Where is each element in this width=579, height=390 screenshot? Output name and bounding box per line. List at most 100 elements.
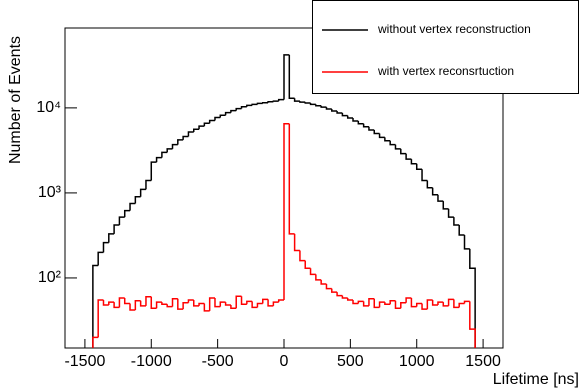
histogram-bin [203,303,210,312]
y-tick-label: 10⁴ [36,99,61,116]
histogram-bin [251,301,258,309]
histogram-bin [246,104,253,107]
histogram-bin [426,299,433,310]
x-tick-label: 500 [337,353,364,370]
histogram-bin [246,300,253,305]
histogram-bin [389,299,396,305]
histogram-bin [341,295,348,299]
histogram-bin [150,296,157,310]
histogram-bin [108,301,115,306]
histogram-bin [182,135,189,140]
histogram-bin [288,54,295,99]
histogram-bin [235,295,242,309]
histogram-bin [277,98,284,102]
histogram-bin [331,288,338,293]
histogram-bin [368,126,375,131]
histogram-bin [447,208,454,218]
histogram-bin [453,299,460,309]
histogram-bin [357,121,364,125]
histogram-bin [230,109,237,113]
histogram-bin [384,137,391,142]
histogram-bin [272,301,279,306]
histogram-bin [182,302,189,310]
histogram-bin [145,179,152,190]
histogram-bin [405,153,412,160]
histogram-bin [102,241,109,253]
histogram-bin [373,298,380,309]
histogram-bin [299,101,306,103]
histogram-bin [357,300,364,304]
histogram-bin [118,297,125,308]
histogram-bin [394,300,401,310]
histogram-bin [458,302,465,308]
histogram-bin [315,104,322,107]
histogram-bin [421,169,428,182]
histogram-bin [389,140,396,146]
x-tick-label: -1000 [131,353,172,370]
histogram-bin [304,260,311,270]
histogram-bin [368,297,375,306]
histogram-bin [118,216,125,225]
histogram-bin [187,131,194,137]
y-axis-label: Number of Events [7,36,24,164]
histogram-bin [336,292,343,297]
histogram-bin [320,105,327,108]
histogram-bin [92,264,99,348]
histogram-bin [123,298,131,305]
legend-label: with vertex reconsrtuction [377,64,514,78]
histogram-bin [437,194,444,202]
histogram-bin [272,100,279,102]
histogram-bin [315,274,322,281]
histogram-bin [256,302,263,308]
x-tick-label: 0 [280,353,289,370]
histogram-bin [352,118,359,122]
histogram-bin [171,143,178,149]
histogram-bin [262,298,269,304]
histogram-bin [113,224,120,234]
histogram-bin [309,103,316,106]
histogram-bin [198,302,205,306]
histogram-bin [309,268,316,276]
histogram-bin [352,300,359,305]
x-tick-label: -500 [202,353,234,370]
histogram-bin [139,188,146,197]
histogram-bin [283,54,290,100]
histogram-bin [325,107,332,110]
histogram-bin [187,299,194,303]
histogram-bin [410,159,417,165]
histogram-bin [108,233,115,243]
x-tick-label: 1000 [399,353,435,370]
histogram-bin [219,301,226,307]
histogram-bin [161,151,168,158]
histogram-bin [453,217,460,226]
histogram-bin [336,110,343,114]
histogram-bin [230,305,237,310]
histogram-bin [198,125,205,130]
histogram-bin [458,224,465,236]
histogram-bin [442,302,449,307]
histogram-bin [150,161,157,181]
histogram-bin [463,300,470,304]
histogram-bin [203,122,210,127]
histogram-bin [331,109,338,112]
histogram-bin [378,301,385,308]
histogram-bin [299,250,306,262]
histogram-bin [129,303,136,311]
legend-box [312,0,579,94]
histogram-bin [384,302,391,306]
x-tick-label: -1500 [64,353,105,370]
histogram-bin [166,148,173,153]
histogram-bin [134,196,141,204]
histogram-bin [415,163,423,170]
histogram-bin [346,115,354,119]
histogram-bin [256,102,263,105]
histogram-bin [134,299,141,310]
histogram-bin [283,123,290,301]
histogram-bin [304,102,311,104]
histogram-bin [177,298,184,310]
histogram-bin [171,297,178,307]
histogram-bin [177,139,184,145]
histogram-bin [288,123,295,235]
histogram-bin [320,279,327,285]
histogram-bin [192,128,200,133]
